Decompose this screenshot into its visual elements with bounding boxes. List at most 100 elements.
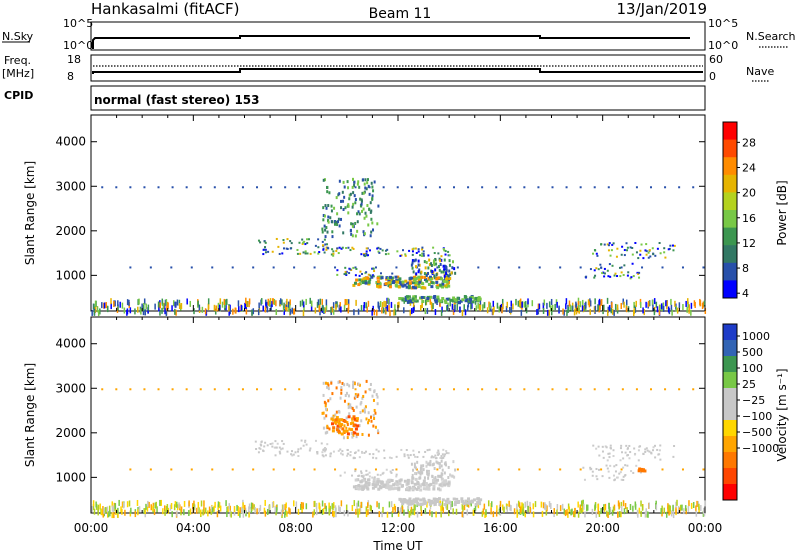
velocity-echo — [290, 450, 293, 453]
power-echo — [607, 275, 610, 278]
velocity-echo — [633, 453, 636, 456]
velocity-echo — [414, 498, 418, 502]
power-echo — [565, 298, 568, 305]
velocity-echo — [397, 486, 401, 490]
power-echo — [592, 252, 595, 255]
velocity-echo — [612, 506, 615, 513]
power-echo — [649, 186, 652, 189]
velocity-echo — [477, 502, 480, 509]
power-echo — [663, 251, 666, 254]
power-echo — [157, 301, 160, 308]
power-echo — [275, 300, 277, 307]
power-echo — [106, 306, 109, 313]
power-echo — [327, 215, 330, 219]
time-tick-label: 08:00 — [278, 521, 313, 535]
velocity-echo — [325, 414, 328, 418]
velocity-echo — [623, 508, 626, 515]
velocity-echo — [324, 503, 326, 510]
velocity-echo — [688, 500, 690, 507]
power-echo — [367, 282, 371, 286]
velocity-echo — [521, 502, 523, 509]
freq-unit: [MHz] — [2, 67, 34, 80]
velocity-echo — [589, 466, 592, 469]
power-echo — [289, 308, 292, 315]
velocity-echo — [189, 508, 192, 515]
velocity-echo — [163, 505, 166, 512]
power-echo — [338, 246, 341, 249]
velocity-echo — [383, 449, 386, 452]
velocity-echo — [462, 505, 464, 512]
velocity-echo — [401, 502, 405, 506]
power-echo — [626, 246, 629, 249]
velocity-echo — [590, 467, 593, 470]
velocity-echo — [446, 482, 450, 486]
power-echo — [357, 180, 360, 184]
velocity-echo — [518, 468, 521, 471]
velocity-echo — [324, 404, 327, 408]
power-echo — [436, 297, 440, 301]
velocity-echo — [703, 510, 706, 517]
power-echo — [273, 298, 276, 305]
velocity-echo — [176, 504, 179, 511]
velocity-echo — [612, 455, 615, 458]
velocity-echo — [334, 468, 337, 471]
velocity-echo — [314, 439, 317, 442]
velocity-echo — [687, 505, 690, 512]
power-echo — [379, 272, 382, 275]
power-echo — [332, 302, 335, 309]
velocity-echo — [442, 456, 445, 459]
velocity-echo — [362, 394, 365, 398]
velocity-echo — [385, 468, 388, 471]
power-echo — [393, 309, 395, 316]
velocity-y-tick-label: 4000 — [55, 337, 86, 351]
velocity-echo — [342, 429, 346, 433]
power-echo — [457, 301, 461, 305]
power-echo — [354, 274, 357, 277]
power-echo — [422, 254, 425, 257]
power-echo — [370, 275, 374, 279]
power-echo — [291, 307, 293, 314]
velocity-echo — [432, 484, 436, 488]
power-echo — [603, 272, 606, 275]
velocity-echo — [348, 412, 351, 416]
velocity-echo — [431, 455, 434, 458]
power-echo — [376, 284, 380, 288]
power-echo — [340, 217, 343, 221]
velocity-echo — [374, 425, 377, 429]
velocity-echo — [622, 466, 625, 469]
power-echo — [387, 252, 390, 255]
velocity-echo — [624, 503, 627, 510]
power-echo — [324, 243, 327, 246]
velocity-colorbar-segment — [723, 324, 737, 341]
velocity-colorbar-segment — [723, 436, 737, 453]
velocity-echo — [601, 445, 604, 448]
velocity-echo — [538, 468, 541, 471]
power-echo — [477, 266, 480, 269]
power-echo — [331, 220, 334, 224]
velocity-echo — [350, 431, 353, 435]
velocity-echo — [294, 451, 297, 454]
power-echo — [270, 186, 273, 189]
power-echo — [620, 266, 623, 269]
velocity-y-tick-label: 3000 — [55, 381, 86, 395]
power-colorbar-tick-label: 12 — [742, 237, 756, 250]
power-echo — [296, 248, 299, 251]
power-echo — [225, 304, 227, 311]
power-echo — [364, 255, 367, 258]
power-echo — [597, 304, 599, 311]
velocity-echo — [337, 449, 340, 452]
velocity-echo — [349, 422, 352, 426]
velocity-echo — [355, 508, 357, 515]
power-echo — [518, 266, 521, 269]
power-colorbar-segment — [723, 139, 737, 158]
power-echo — [600, 243, 603, 246]
power-echo — [330, 204, 333, 208]
velocity-echo — [410, 388, 413, 391]
velocity-echo — [337, 429, 341, 433]
velocity-echo — [414, 504, 416, 511]
power-echo — [322, 178, 325, 182]
power-echo — [296, 252, 299, 255]
power-echo — [417, 248, 420, 251]
power-echo — [400, 254, 403, 257]
